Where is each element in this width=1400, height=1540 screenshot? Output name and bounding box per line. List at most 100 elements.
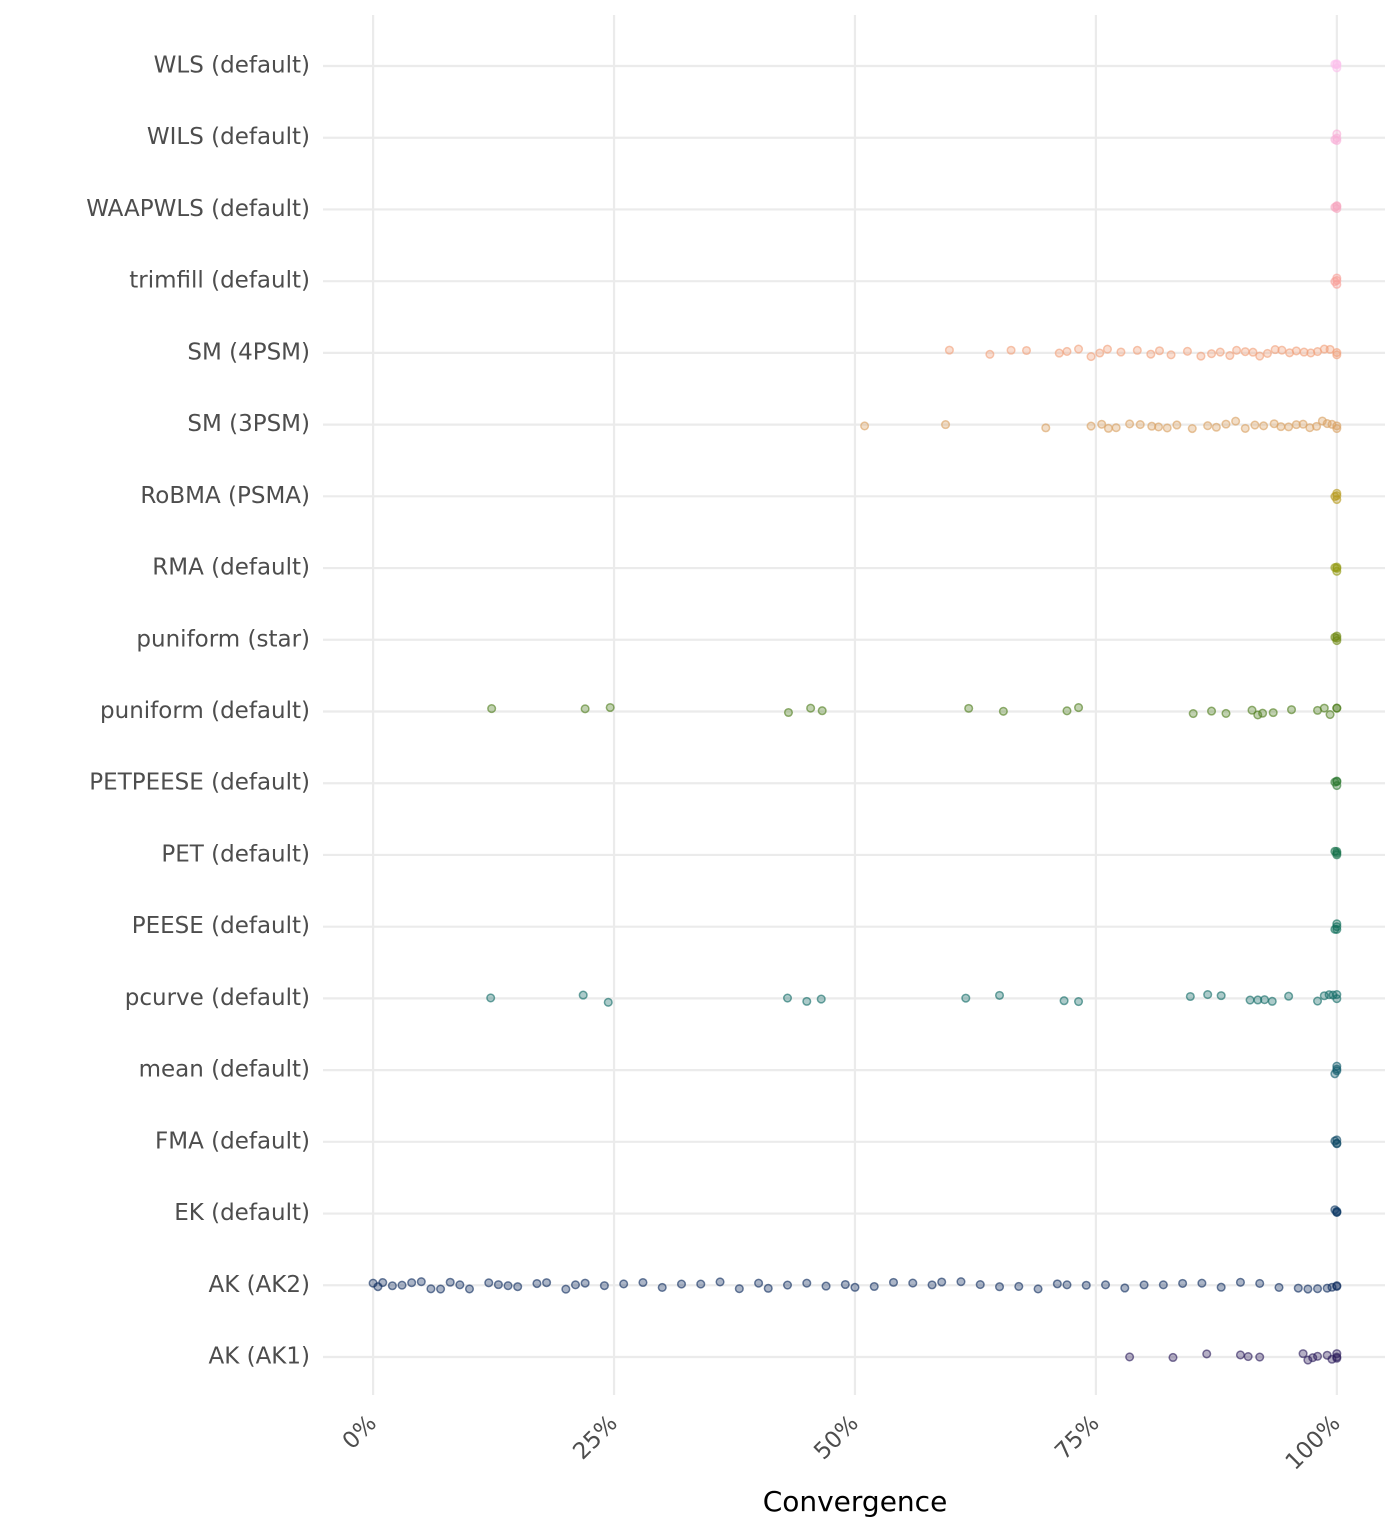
point [1258,708,1268,718]
point [1197,1278,1207,1288]
point [1284,422,1294,432]
point [1312,1284,1323,1294]
point [1332,135,1342,146]
point [1284,991,1294,1001]
y-tick-label: WAAPWLS (default) [86,196,310,222]
point [1206,349,1217,359]
point [436,1284,446,1294]
point [937,1277,947,1287]
point [1231,416,1241,426]
point [1211,422,1221,432]
point [998,706,1008,716]
point [1021,345,1032,356]
point [416,1277,426,1287]
point [1255,1352,1265,1362]
point [1332,275,1342,285]
point [1332,846,1342,857]
point [1312,421,1322,431]
point [1253,995,1263,1005]
y-tick-label: trimfill (default) [129,268,310,294]
point [941,420,951,430]
point [603,997,613,1007]
point [888,1277,899,1287]
point [1147,421,1157,431]
point [1312,996,1323,1006]
point [1332,922,1342,932]
point [1203,990,1213,1000]
point [1033,1284,1043,1294]
point [1162,423,1172,433]
point [1332,919,1342,929]
point [493,1280,503,1290]
point [1153,422,1164,432]
point [1097,419,1107,429]
point [1206,706,1217,716]
point [1139,1280,1149,1290]
point [1317,416,1327,426]
point [1178,1278,1188,1288]
point [806,703,816,713]
point [1277,345,1287,355]
point [1132,345,1142,355]
point [1255,1278,1265,1288]
point [782,993,793,1003]
point [1185,991,1195,1002]
point [1225,350,1235,361]
point [1325,709,1335,720]
point [1286,705,1297,715]
point [1168,1352,1178,1363]
point [734,1284,744,1294]
point [860,421,870,431]
point [1100,1280,1111,1290]
point [1086,352,1096,362]
point [638,1277,648,1288]
point [964,703,974,713]
point [1248,347,1258,357]
point [484,1278,494,1288]
y-tick-label: SM (4PSM) [187,339,310,365]
point [503,1281,513,1291]
point [1274,1282,1284,1292]
point [676,1279,687,1289]
point [1240,347,1250,357]
point [561,1284,571,1294]
point [1293,1283,1303,1293]
y-tick-label: RoBMA (PSMA) [140,483,310,509]
point [908,1278,918,1288]
point [1255,351,1265,361]
point [1203,421,1213,431]
point [975,1280,985,1290]
point [1006,345,1016,355]
point [426,1284,436,1294]
y-tick-label: WILS (default) [147,124,310,150]
y-tick-label: WLS (default) [154,53,310,79]
point [1054,348,1064,358]
point [1332,1281,1342,1291]
point [1221,708,1231,718]
point [1081,1280,1091,1290]
point [816,994,826,1004]
point [1095,348,1105,358]
point [754,1278,764,1288]
point [1240,423,1250,433]
y-tick-label: AK (AK2) [208,1272,310,1298]
point [1216,991,1226,1001]
point [1215,347,1225,357]
point [397,1280,407,1290]
point [1120,1283,1130,1293]
point [1332,636,1342,646]
point [464,1284,475,1294]
point [1268,708,1278,718]
point [1062,1280,1072,1290]
point [1332,1066,1342,1076]
y-tick-label: EK (default) [174,1200,310,1226]
y-tick-label: PEESE (default) [132,913,310,939]
point [1116,347,1126,357]
point [961,993,971,1003]
point [802,1278,812,1288]
point [1332,494,1342,505]
point [696,1279,706,1289]
point [1062,346,1072,356]
point [1125,1352,1135,1362]
